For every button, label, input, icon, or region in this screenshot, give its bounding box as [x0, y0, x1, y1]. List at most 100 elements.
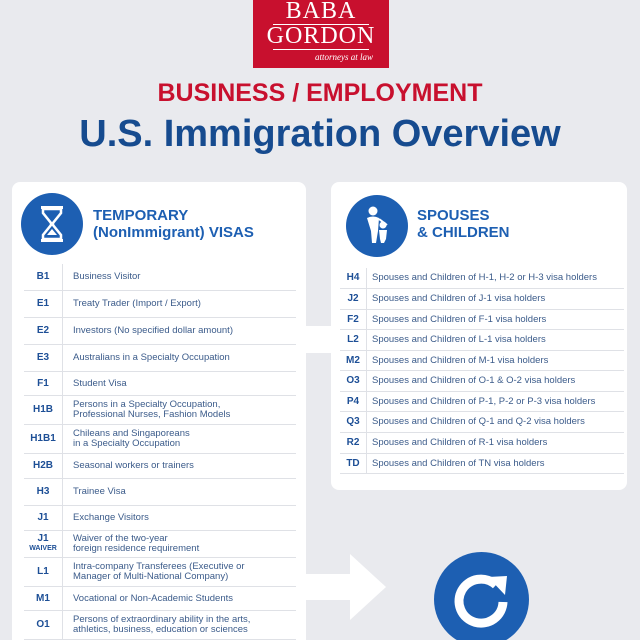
visa-description: Exchange Visitors	[62, 506, 296, 530]
title-line: SPOUSES	[417, 207, 490, 224]
logo-line-1: BABA	[285, 0, 357, 24]
visa-code-suffix: WAIVER	[29, 545, 57, 552]
visa-row: Q3 Spouses and Children of Q-1 and Q-2 vi…	[340, 412, 624, 433]
arrow-right-icon	[306, 554, 386, 620]
visa-code-text: H4	[346, 272, 360, 283]
visa-description-line: Seasonal workers or trainers	[73, 460, 194, 471]
visa-row: R2 Spouses and Children of R-1 visa holde…	[340, 433, 624, 454]
visa-description-line: Chileans and Singaporeans	[73, 428, 190, 439]
visa-description: Spouses and Children of F-1 visa holders	[366, 310, 624, 329]
visa-description-line: in a Specialty Occupation	[73, 438, 181, 449]
visa-description-line: Treaty Trader (Import / Export)	[73, 298, 201, 309]
visa-code: R2	[340, 433, 366, 453]
visa-description-line: Waiver of the two-year	[73, 533, 168, 544]
visa-row: L1 Intra-company Transferees (Executive o…	[24, 558, 296, 587]
visa-description: Persons of extraordinary ability in the …	[62, 611, 296, 639]
visa-code-text: R2	[346, 437, 360, 448]
visa-description-line: Business Visitor	[73, 271, 141, 282]
visa-description-line: Trainee Visa	[73, 486, 126, 497]
visa-code-text: H2B	[32, 460, 53, 471]
visa-row: B1 Business Visitor	[24, 264, 296, 291]
visa-description-line: Manager of Multi-National Company)	[73, 571, 229, 582]
visa-code: J1	[24, 506, 62, 530]
visa-description-line: foreign residence requirement	[73, 543, 200, 554]
visa-row: E3 Australians in a Specialty Occupation	[24, 345, 296, 372]
visa-row: TD Spouses and Children of TN visa holder…	[340, 454, 624, 474]
visa-code: L1	[24, 558, 62, 586]
visa-code-text: P4	[346, 395, 360, 407]
visa-code: J1 WAIVER	[24, 531, 62, 557]
visa-description-line: Exchange Visitors	[73, 512, 149, 523]
visa-description: Spouses and Children of L-1 visa holders	[366, 330, 624, 350]
visa-code-text: M2	[346, 354, 360, 366]
logo-divider	[273, 24, 369, 25]
visa-description-line: Spouses and Children of F-1 visa holders	[372, 313, 547, 325]
visa-code: L2	[340, 330, 366, 350]
visa-description-line: Spouses and Children of L-1 visa holders	[372, 334, 546, 345]
visa-code-text: J2	[347, 293, 359, 304]
visa-code: TD	[340, 454, 366, 473]
visa-row: H1B Persons in a Specialty Occupation, Pro…	[24, 396, 296, 425]
visa-description-line: Spouses and Children of J-1 visa holders	[372, 293, 546, 304]
visa-description: Spouses and Children of M-1 visa holders	[366, 351, 624, 370]
visa-code: J2	[340, 289, 366, 309]
visa-code: H4	[340, 268, 366, 288]
visa-description: Investors (No specified dollar amount)	[62, 318, 296, 344]
visa-code: Q3	[340, 412, 366, 432]
visa-description: Persons in a Specialty Occupation, Profes…	[62, 396, 296, 424]
title-line: (NonImmigrant) VISAS	[93, 224, 254, 241]
visa-code-text: L2	[347, 334, 359, 345]
visa-code: H1B	[24, 396, 62, 424]
visa-code: E3	[24, 345, 62, 371]
visa-code: M2	[340, 351, 366, 370]
visa-code-text: J1	[37, 512, 49, 523]
visa-row: H4 Spouses and Children of H-1, H-2 or H-…	[340, 268, 624, 289]
visa-description-line: Vocational or Non-Academic Students	[73, 592, 234, 604]
family-icon	[346, 195, 408, 257]
visa-description: Australians in a Specialty Occupation	[62, 345, 296, 371]
visa-code: O3	[340, 371, 366, 391]
visa-row: O1 Persons of extraordinary ability in th…	[24, 611, 296, 640]
refresh-icon[interactable]	[434, 552, 529, 640]
title-line: & CHILDREN	[417, 224, 510, 241]
temporary-visas-card: TEMPORARY (NonImmigrant) VISAS B1 Busines…	[12, 182, 306, 640]
logo-divider-2	[273, 49, 369, 50]
visa-description-line: Persons of extraordinary ability in the …	[73, 614, 251, 625]
visa-row: F2 Spouses and Children of F-1 visa holde…	[340, 310, 624, 330]
visa-code: F2	[340, 310, 366, 329]
visa-description: Spouses and Children of O-1 & O-2 visa h…	[366, 371, 624, 391]
visa-description: Seasonal workers or trainers	[62, 454, 296, 478]
visa-row: J1 Exchange Visitors	[24, 506, 296, 531]
visa-code: B1	[24, 264, 62, 290]
visa-description-line: Spouses and Children of R-1 visa holders	[372, 437, 548, 448]
visa-description-line: Spouses and Children of H-1, H-2 or H-3 …	[372, 272, 597, 283]
visa-description: Student Visa	[62, 372, 296, 395]
visa-description-line: Spouses and Children of P-1, P-2 or P-3 …	[372, 395, 596, 407]
visa-description: Spouses and Children of J-1 visa holders	[366, 289, 624, 309]
visa-code-text: F1	[37, 377, 49, 389]
visa-row: M1 Vocational or Non-Academic Students	[24, 587, 296, 611]
spouses-children-card: SPOUSES & CHILDREN H4 Spouses and Childre…	[331, 182, 627, 490]
visa-code: H2B	[24, 454, 62, 478]
visa-code: H3	[24, 479, 62, 505]
visa-description: Spouses and Children of H-1, H-2 or H-3 …	[366, 268, 624, 288]
visa-row: F1 Student Visa	[24, 372, 296, 396]
visa-code-text: B1	[36, 271, 50, 282]
visa-row: H2B Seasonal workers or trainers	[24, 454, 296, 479]
firm-logo: BABA GORDON attorneys at law	[253, 0, 389, 68]
visa-description-line: Australians in a Specialty Occupation	[73, 352, 230, 363]
visa-code: M1	[24, 587, 62, 610]
visa-description-line: Investors (No specified dollar amount)	[73, 325, 233, 336]
visa-description-line: Spouses and Children of TN visa holders	[372, 457, 545, 469]
logo-line-2: GORDON	[266, 23, 376, 49]
spouses-children-title: SPOUSES & CHILDREN	[417, 207, 510, 241]
visa-code-text: H3	[36, 486, 50, 497]
visa-row: H1B1 Chileans and Singaporeans in a Specia…	[24, 425, 296, 454]
hourglass-icon	[21, 193, 83, 255]
visa-description: Spouses and Children of R-1 visa holders	[366, 433, 624, 453]
page-title: U.S. Immigration Overview	[79, 113, 561, 155]
visa-row: H3 Trainee Visa	[24, 479, 296, 506]
visa-code-text: F2	[347, 313, 359, 325]
visa-code: O1	[24, 611, 62, 639]
visa-code-text: E1	[36, 298, 50, 309]
